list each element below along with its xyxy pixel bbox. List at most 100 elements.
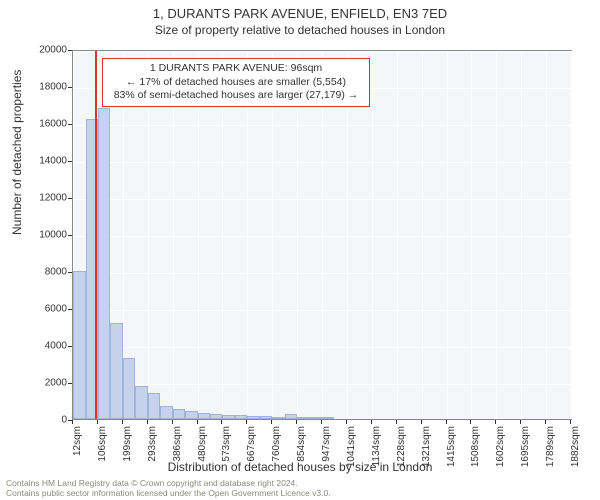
footer-line1: Contains HM Land Registry data © Crown c… [6, 478, 331, 488]
y-tick-label: 4000 [17, 341, 67, 352]
y-tick [68, 50, 72, 51]
x-tick [296, 420, 297, 424]
footer-line2: Contains public sector information licen… [6, 488, 331, 498]
x-tick-label: 293sqm [147, 426, 158, 474]
gridline-v [546, 51, 547, 419]
y-axis-label: Number of detached properties [10, 70, 24, 235]
gridline-v [447, 51, 448, 419]
y-tick [68, 235, 72, 236]
x-tick [246, 420, 247, 424]
x-tick-label: 480sqm [197, 426, 208, 474]
annotation-box: 1 DURANTS PARK AVENUE: 96sqm ← 17% of de… [102, 58, 370, 107]
x-tick [197, 420, 198, 424]
histogram-bar [185, 411, 198, 419]
x-tick [97, 420, 98, 424]
histogram-bar [297, 417, 310, 419]
annotation-line3: 83% of semi-detached houses are larger (… [109, 89, 363, 103]
annotation-line2: ← 17% of detached houses are smaller (5,… [109, 76, 363, 90]
histogram-bar [123, 358, 136, 419]
histogram-bar [235, 415, 248, 419]
y-tick [68, 309, 72, 310]
chart-container: 1, DURANTS PARK AVENUE, ENFIELD, EN3 7ED… [0, 0, 600, 500]
reference-line [95, 51, 97, 419]
y-tick-label: 2000 [17, 378, 67, 389]
x-tick-label: 1228sqm [396, 426, 407, 474]
y-tick [68, 87, 72, 88]
y-tick [68, 198, 72, 199]
chart-subtitle: Size of property relative to detached ho… [0, 21, 600, 37]
y-tick-label: 20000 [17, 45, 67, 56]
histogram-bar [173, 409, 186, 419]
y-tick-label: 8000 [17, 267, 67, 278]
x-tick-label: 12sqm [72, 426, 83, 474]
x-tick-label: 1695sqm [520, 426, 531, 474]
y-tick [68, 161, 72, 162]
y-tick [68, 272, 72, 273]
x-tick [221, 420, 222, 424]
x-tick [446, 420, 447, 424]
x-tick-label: 947sqm [321, 426, 332, 474]
x-tick-label: 1415sqm [446, 426, 457, 474]
y-tick-label: 14000 [17, 156, 67, 167]
x-tick-label: 1882sqm [570, 426, 581, 474]
x-tick-label: 573sqm [221, 426, 232, 474]
x-tick [271, 420, 272, 424]
x-tick-label: 1602sqm [495, 426, 506, 474]
chart-title: 1, DURANTS PARK AVENUE, ENFIELD, EN3 7ED [0, 0, 600, 21]
gridline-v [521, 51, 522, 419]
x-tick [396, 420, 397, 424]
x-tick [147, 420, 148, 424]
x-tick [470, 420, 471, 424]
gridline-v [422, 51, 423, 419]
x-tick-label: 1508sqm [470, 426, 481, 474]
histogram-bar [198, 413, 211, 419]
x-tick [421, 420, 422, 424]
gridline-v [397, 51, 398, 419]
histogram-bar [272, 417, 285, 419]
histogram-bar [98, 108, 110, 419]
x-tick [321, 420, 322, 424]
y-tick [68, 124, 72, 125]
gridline-v [372, 51, 373, 419]
x-tick-label: 386sqm [172, 426, 183, 474]
histogram-bar [73, 271, 86, 419]
histogram-bar [260, 416, 272, 419]
x-tick-label: 199sqm [122, 426, 133, 474]
x-tick-label: 1789sqm [545, 426, 556, 474]
x-tick [346, 420, 347, 424]
histogram-bar [210, 414, 222, 419]
y-tick [68, 383, 72, 384]
y-tick-label: 6000 [17, 304, 67, 315]
gridline-v [496, 51, 497, 419]
histogram-bar [222, 415, 235, 419]
x-tick [122, 420, 123, 424]
x-tick-label: 1134sqm [371, 426, 382, 474]
gridline-v [571, 51, 572, 419]
x-tick [72, 420, 73, 424]
x-tick-label: 760sqm [271, 426, 282, 474]
y-tick-label: 0 [17, 415, 67, 426]
x-tick [570, 420, 571, 424]
x-tick-label: 667sqm [246, 426, 257, 474]
x-tick-label: 1041sqm [346, 426, 357, 474]
x-tick [545, 420, 546, 424]
histogram-bar [148, 393, 161, 419]
y-tick [68, 346, 72, 347]
y-tick-label: 10000 [17, 230, 67, 241]
x-tick-label: 1321sqm [421, 426, 432, 474]
histogram-bar [310, 417, 322, 419]
histogram-bar [160, 406, 172, 419]
y-tick-label: 16000 [17, 119, 67, 130]
x-tick [172, 420, 173, 424]
x-tick [371, 420, 372, 424]
histogram-bar [135, 386, 148, 419]
x-tick [520, 420, 521, 424]
annotation-line1: 1 DURANTS PARK AVENUE: 96sqm [109, 62, 363, 76]
footer-attribution: Contains HM Land Registry data © Crown c… [6, 478, 331, 498]
histogram-bar [322, 417, 335, 419]
x-tick-label: 106sqm [97, 426, 108, 474]
x-tick-label: 854sqm [296, 426, 307, 474]
y-tick-label: 18000 [17, 82, 67, 93]
x-tick [495, 420, 496, 424]
gridline-v [471, 51, 472, 419]
